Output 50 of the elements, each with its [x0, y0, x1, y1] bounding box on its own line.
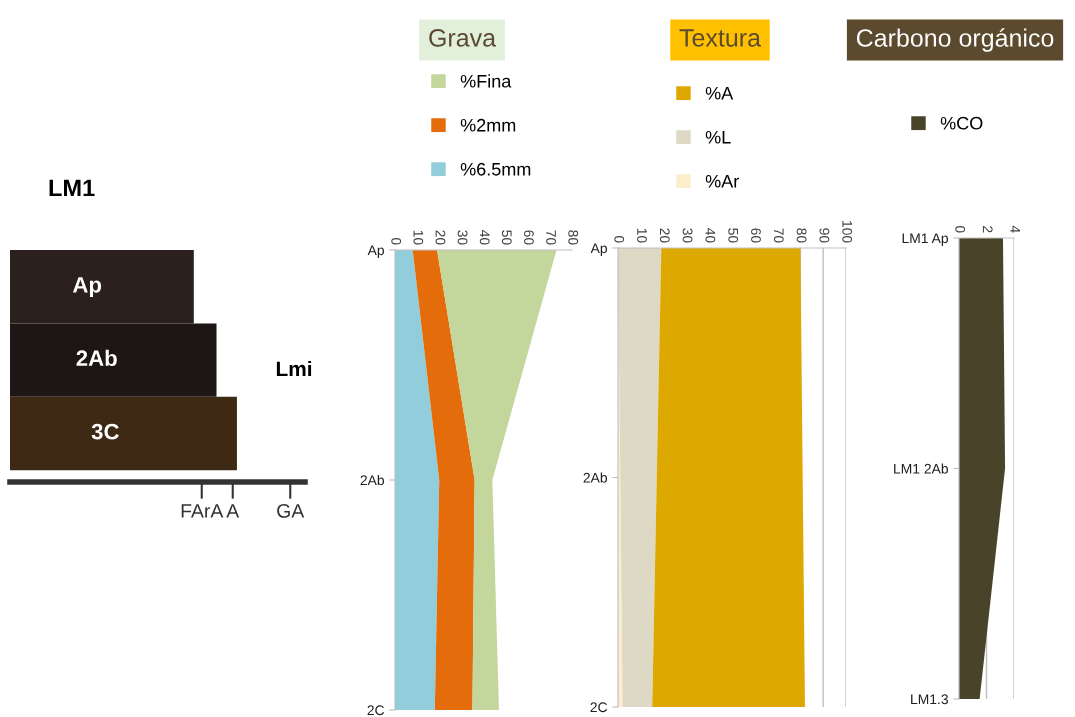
y-tick-label: Ap: [367, 245, 384, 258]
x-tick-label: 50: [728, 228, 739, 243]
x-tick-label: 80: [568, 230, 579, 245]
x-tick-label: 20: [435, 230, 446, 245]
y-tick-label: LM1.3: [911, 694, 948, 705]
x-tick-label: 10: [637, 228, 647, 243]
x-tick-label: 40: [479, 230, 490, 245]
text: Lmi: [276, 360, 312, 377]
legend-label: %Fina: [460, 74, 512, 88]
y-tick-label: LM1 2Ab: [894, 463, 948, 474]
y-tick-label: 3C: [91, 423, 119, 440]
chart-title: Grava: [429, 29, 497, 47]
x-tick-label: 60: [524, 230, 534, 245]
legend-label: %6.5mm: [460, 162, 531, 176]
y-tick-label: 2C: [590, 702, 608, 713]
legend-label: %L: [705, 130, 731, 144]
x-tick-label: 10: [413, 230, 424, 245]
x-tick-label: 0: [955, 225, 966, 233]
x-tick-label: 4: [1010, 225, 1020, 233]
y-tick-label: LM1 Ap: [902, 233, 948, 246]
legend-label: %2mm: [460, 118, 516, 132]
x-tick-label: 2: [982, 226, 993, 233]
x-tick-label: 30: [457, 230, 468, 245]
x-tick-label: 40: [705, 228, 716, 243]
x-tick-label: 70: [546, 230, 556, 245]
chart-title: LM1: [49, 179, 95, 197]
x-tick-label: 100: [842, 221, 853, 243]
legend-label: %CO: [940, 116, 983, 130]
chart-title: Textura: [679, 29, 761, 47]
x-tick-label: 20: [659, 228, 670, 243]
y-tick-label: Ap: [590, 243, 607, 256]
text: GA: [277, 504, 305, 518]
x-tick-label: 90: [819, 228, 830, 243]
x-tick-label: 80: [796, 228, 807, 243]
x-tick-label: 70: [773, 228, 784, 243]
text: A: [226, 504, 240, 518]
y-tick-label: 2C: [367, 705, 385, 716]
x-tick-label: 50: [501, 230, 512, 245]
chart-title: Carbono orgánico: [856, 28, 1054, 52]
y-tick-label: Ap: [72, 277, 102, 298]
x-tick-label: 30: [682, 228, 693, 243]
y-tick-label: 2Ab: [360, 474, 384, 486]
x-tick-label: 60: [751, 228, 761, 243]
legend-label: %Ar: [705, 174, 739, 188]
text: FArA: [181, 504, 224, 518]
y-tick-label: 2Ab: [583, 472, 607, 483]
x-tick-label: 0: [391, 237, 402, 245]
x-tick-label: 0: [614, 235, 625, 243]
legend-label: %A: [705, 86, 734, 100]
y-tick-label: 2Ab: [76, 349, 117, 367]
